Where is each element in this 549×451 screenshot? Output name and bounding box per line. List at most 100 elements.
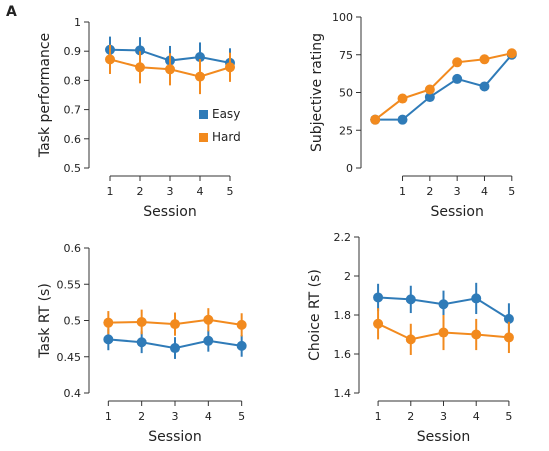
series-line	[374, 52, 513, 121]
data-point	[236, 319, 247, 330]
x-axis-label: Session	[417, 429, 470, 445]
data-point	[135, 62, 145, 73]
x-tick-label: 2	[407, 410, 414, 423]
y-tick-label: 0.7	[64, 104, 82, 117]
data-point	[503, 313, 514, 324]
data-point	[195, 52, 205, 63]
x-tick-label: 4	[473, 410, 480, 423]
y-tick-label: 25	[339, 124, 353, 137]
legend-swatch	[199, 110, 208, 119]
series-easy	[370, 49, 517, 125]
series-hard	[105, 44, 235, 95]
legend-label: Hard	[212, 130, 241, 144]
data-point	[397, 114, 408, 125]
y-tick-label: 0.9	[64, 45, 82, 58]
y-tick-label: 0.45	[57, 351, 82, 364]
x-tick-label: 1	[105, 410, 112, 423]
data-point	[370, 114, 381, 125]
data-point	[503, 332, 514, 343]
data-point	[170, 343, 180, 354]
data-point	[373, 318, 384, 329]
x-tick-label: 2	[138, 410, 145, 423]
series-easy	[373, 282, 514, 335]
y-tick-label: 1.8	[334, 309, 352, 322]
data-point	[103, 334, 114, 345]
legend: Easy Hard	[199, 107, 241, 144]
y-tick-label: 0.8	[64, 74, 82, 87]
data-point	[105, 54, 115, 65]
y-tick-label: 1	[74, 16, 81, 29]
y-tick-label: 1.6	[334, 348, 352, 361]
y-tick-label: 2	[344, 270, 351, 283]
x-tick-label: 5	[508, 185, 515, 198]
x-tick-label: 2	[137, 185, 144, 198]
y-tick-label: 0.6	[64, 242, 82, 255]
legend-swatch	[199, 133, 208, 142]
data-point	[452, 57, 463, 68]
x-tick-label: 3	[172, 410, 179, 423]
data-point	[424, 84, 435, 95]
data-point	[170, 319, 180, 330]
data-point	[195, 71, 205, 82]
chart-panel-1: 0.5 0.6 0.7 0.8 0.9 1 1 2 3 4 5 Session Task perform…	[37, 16, 241, 220]
data-point	[373, 292, 384, 303]
data-point	[479, 81, 490, 92]
data-point	[506, 48, 517, 59]
data-point	[405, 294, 416, 305]
x-tick-label: 1	[107, 185, 114, 198]
chart-panel-4: 1.4 1.6 1.8 2 2.2 1 2 3 4 5 Session Choice RT (s)	[307, 231, 514, 445]
y-axis-label: Subjective rating	[309, 33, 325, 152]
data-point	[471, 329, 482, 340]
x-axis-label: Session	[143, 204, 196, 220]
y-axis-label: Task RT (s)	[37, 283, 53, 359]
panel-label: A	[6, 4, 17, 20]
y-tick-label: 0.4	[64, 387, 82, 400]
x-axis-label: Session	[148, 429, 201, 445]
data-point	[405, 334, 416, 345]
data-point	[438, 327, 449, 338]
data-point	[424, 92, 435, 103]
x-tick-label: 4	[205, 410, 212, 423]
legend-label: Easy	[212, 107, 240, 121]
x-tick-label: 2	[426, 185, 433, 198]
chart-panel-3: 0.4 0.45 0.5 0.55 0.6 1 2 3 4 5 Session Task RT (s)	[37, 242, 247, 445]
data-point	[452, 73, 463, 84]
data-point	[103, 317, 114, 328]
data-point	[203, 314, 214, 325]
y-tick-label: 0	[346, 162, 353, 175]
data-point	[397, 93, 408, 104]
y-tick-label: 0.55	[57, 278, 82, 291]
x-axis-label: Session	[430, 204, 483, 220]
y-tick-label: 75	[339, 49, 353, 62]
data-point	[135, 45, 145, 56]
data-point	[479, 54, 490, 65]
y-axis-label: Task performance	[37, 33, 53, 158]
y-tick-label: 2.2	[334, 231, 352, 244]
y-tick-label: 1.4	[334, 387, 352, 400]
data-point	[471, 293, 482, 304]
y-tick-label: 0.6	[64, 133, 82, 146]
y-tick-label: 100	[332, 11, 353, 24]
y-tick-label: 50	[339, 87, 353, 100]
data-point	[165, 64, 175, 75]
series-easy	[103, 328, 247, 359]
x-tick-label: 4	[197, 185, 204, 198]
x-tick-label: 1	[399, 185, 406, 198]
data-point	[236, 340, 247, 351]
data-point	[438, 299, 449, 310]
data-point	[136, 337, 147, 348]
x-tick-label: 3	[440, 410, 447, 423]
x-tick-label: 4	[481, 185, 488, 198]
series-hard	[103, 308, 247, 337]
series-line	[375, 54, 513, 121]
x-tick-label: 1	[375, 410, 382, 423]
x-tick-label: 5	[227, 185, 234, 198]
series-hard	[373, 308, 514, 355]
y-tick-label: 0.5	[64, 315, 82, 328]
data-point	[225, 62, 235, 73]
y-axis-label: Choice RT (s)	[307, 269, 323, 361]
x-tick-label: 5	[238, 410, 245, 423]
data-point	[203, 335, 214, 346]
x-tick-label: 5	[505, 410, 512, 423]
